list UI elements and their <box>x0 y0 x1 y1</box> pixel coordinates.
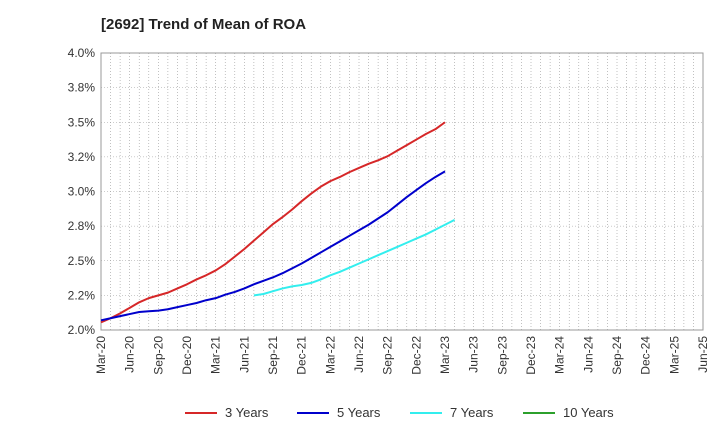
x-tick-label: Jun-20 <box>123 336 137 373</box>
x-tick-label: Sep-22 <box>381 336 395 375</box>
legend-swatch <box>297 411 329 414</box>
x-tick-label: Mar-23 <box>438 336 452 374</box>
legend-swatch <box>523 411 555 414</box>
y-tick-label: 2.8% <box>68 219 96 233</box>
grid-layer <box>101 53 703 330</box>
legend-label: 3 Years <box>225 405 269 420</box>
x-tick-label: Sep-24 <box>610 336 624 375</box>
x-tick-label: Mar-24 <box>553 336 567 374</box>
x-tick-label: Jun-21 <box>237 336 251 373</box>
x-tick-label: Mar-22 <box>323 336 337 374</box>
legend-item: 5 Years <box>297 405 380 420</box>
legend-item: 7 Years <box>410 405 493 420</box>
legend-label: 5 Years <box>337 405 381 420</box>
x-tick-label: Jun-22 <box>352 336 366 373</box>
x-tick-label: Jun-24 <box>581 336 595 373</box>
series-lines <box>100 121 456 324</box>
series-line-5-years <box>100 170 446 322</box>
x-tick-label: Dec-21 <box>295 336 309 375</box>
legend-label: 10 Years <box>563 405 614 420</box>
x-tick-label: Dec-24 <box>639 336 653 375</box>
legend: 3 Years 5 Years 7 Years 10 Years <box>0 405 720 425</box>
y-tick-label: 2.0% <box>68 323 96 337</box>
y-tick-label: 2.2% <box>68 288 96 302</box>
x-tick-label: Sep-23 <box>495 336 509 375</box>
legend-item: 10 Years <box>523 405 614 420</box>
y-tick-label: 3.5% <box>68 115 96 129</box>
x-tick-label: Sep-20 <box>151 336 165 375</box>
x-tick-label: Mar-21 <box>209 336 223 374</box>
x-tick-label: Mar-20 <box>94 336 108 374</box>
legend-item: 3 Years <box>185 405 268 420</box>
plot-area <box>100 52 704 331</box>
x-tick-label: Dec-23 <box>524 336 538 375</box>
y-tick-label: 3.0% <box>68 185 96 199</box>
x-tick-label: Jun-23 <box>467 336 481 373</box>
series-line-7-years <box>253 218 456 297</box>
chart-title: [2692] Trend of Mean of ROA <box>101 16 307 33</box>
y-tick-label: 3.2% <box>68 150 96 164</box>
legend-swatch <box>410 411 442 414</box>
x-tick-label: Mar-25 <box>667 336 681 374</box>
legend-label: 7 Years <box>450 405 494 420</box>
series-line-3-years <box>100 121 446 324</box>
y-tick-label: 3.8% <box>68 81 96 95</box>
x-tick-label: Jun-25 <box>696 336 710 373</box>
x-tick-label: Sep-21 <box>266 336 280 375</box>
legend-swatch <box>185 411 217 414</box>
x-tick-label: Dec-20 <box>180 336 194 375</box>
x-axis-ticks: Mar-20 Jun-20 Sep-20 Dec-20 Mar-21 Jun-21 Sep-… <box>94 336 710 375</box>
y-tick-label: 2.5% <box>68 254 96 268</box>
x-tick-label: Dec-22 <box>409 336 423 375</box>
y-axis-ticks: 4.0% 3.8% 3.5% 3.2% 3.0% 2.8% 2.5% 2.2% 2.0% <box>68 46 96 337</box>
y-tick-label: 4.0% <box>68 46 96 60</box>
